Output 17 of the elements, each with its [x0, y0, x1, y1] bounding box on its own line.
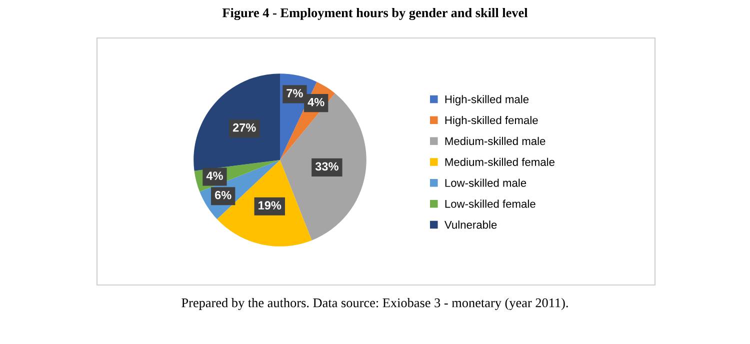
legend-label: Vulnerable: [444, 220, 497, 229]
data-label: 33%: [315, 162, 338, 171]
data-label: 4%: [308, 98, 324, 106]
data-label: 6%: [215, 190, 232, 200]
legend-label: Medium-skilled male: [445, 136, 546, 146]
chart-title: Figure 4 - Employment hours by gender and skill level: [222, 8, 528, 20]
legend-label: Medium-skilled female: [445, 158, 554, 166]
legend-label: High-skilled male: [445, 95, 529, 106]
pie-slice: [194, 74, 280, 171]
text: Prepared by the authors. Data source: Exiobase 3 - monetary (year 2011).: [182, 298, 568, 310]
data-label: 19%: [258, 201, 282, 210]
data-label: 4%: [206, 172, 223, 180]
legend-label: High-skilled female: [445, 116, 538, 126]
data-label: 7%: [286, 89, 303, 98]
legend-label: Low-skilled male: [445, 178, 526, 187]
legend-label: Low-skilled female: [445, 200, 536, 208]
data-label: 27%: [232, 123, 256, 132]
